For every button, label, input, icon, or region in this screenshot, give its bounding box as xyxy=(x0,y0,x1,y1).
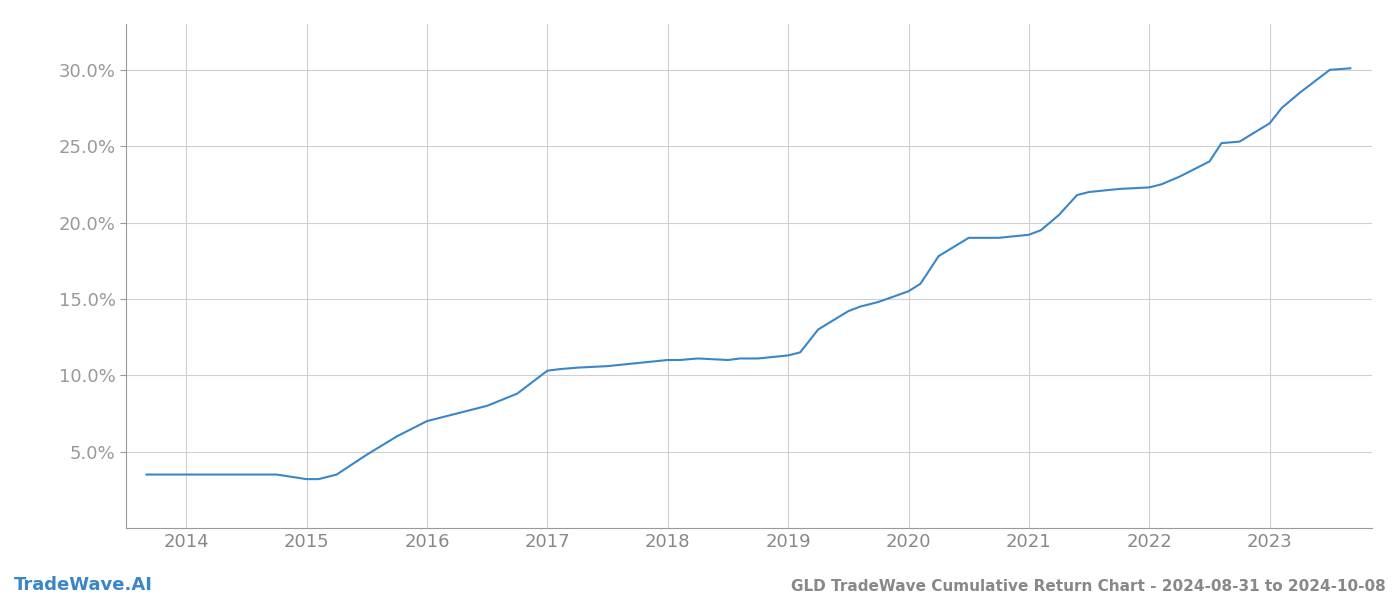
Text: TradeWave.AI: TradeWave.AI xyxy=(14,576,153,594)
Text: GLD TradeWave Cumulative Return Chart - 2024-08-31 to 2024-10-08: GLD TradeWave Cumulative Return Chart - … xyxy=(791,579,1386,594)
